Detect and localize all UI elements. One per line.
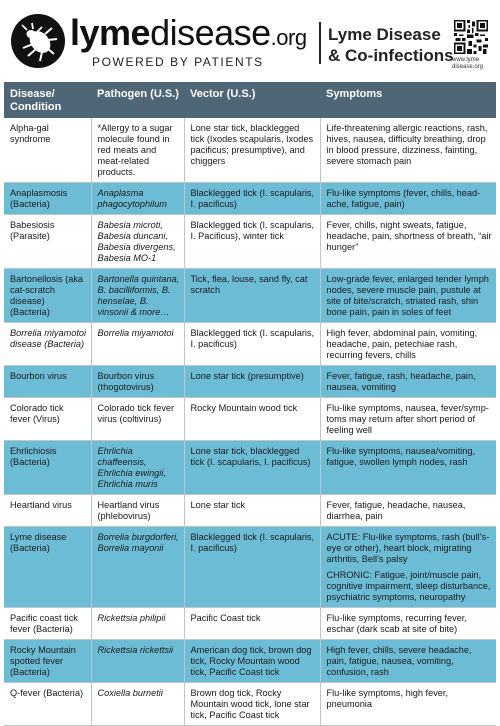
symptoms-cell: Fever, chills, night sweats, fatigue, he… [319,214,496,269]
table-body: Alpha-gal syndrome *Allergy to a sugar mo… [4,118,496,726]
disease-cell: Alpha-gal syndrome [4,118,91,183]
symptoms-cell: High fever, abdominal pain, vomiting, he… [319,322,496,366]
table-row: Borrelia miyamotoi disease (Bacteria) Bor… [4,322,496,366]
disease-cell: Lyme disease (Bacteria) [4,526,91,608]
disease-cell: Ehrlichiosis (Bacteria) [4,440,91,495]
symptoms-text: Fever, fatigue, headache, nausea, diarrh… [326,500,466,521]
vector-cell: Tick, flea, louse, sand fly, cat scratch [183,268,320,323]
symptoms-text: Flu-like symptoms, nausea/vomiting, fati… [326,446,476,467]
brand-tagline: POWERED BY PATIENTS [92,55,264,69]
vector-cell: Brown dog tick, Rocky Mountain wood tick… [183,682,320,726]
symptoms-text: Flu-like symptoms (fever, chills, head-a… [326,188,481,209]
symptoms-cell: ACUTE: Flu-like symptoms, rash (bull’s-e… [319,526,496,608]
table-row: Pacific coast tick fever (Bacteria) Ricke… [4,607,496,640]
table-row: Lyme disease (Bacteria) Borrelia burgdorf… [4,526,496,608]
symptoms-text: Flu-like symptoms, high fever, pneumonia [326,688,449,709]
pathogen-cell: Coxiella burnetii [90,682,184,726]
table-row: Rocky Mountain spotted fever (Bacteria) R… [4,639,496,683]
table-row: Heartland virus Heartland virus (phlebovi… [4,494,496,527]
document-title: Lyme Disease & Co-infections [328,25,454,65]
disease-cell: Pacific coast tick fever (Bacteria) [4,607,91,640]
vector-cell: Blacklegged tick (I. scapularis, I. paci… [183,322,320,366]
symptoms-text: Fever, fatigue, rash, headache, pain, na… [326,371,476,392]
pathogen-cell: Anaplasma phagocytophilum [90,182,184,215]
vector-cell: Lone star tick (presumptive) [183,365,320,398]
qr-caption: www.lyme disease.org [452,57,484,70]
symptoms-text: CHRONIC: Fatigue, joint/muscle pain, cog… [326,570,491,602]
symptoms-text: Life-threatening allergic reactions, ras… [326,123,488,166]
vector-cell: Blacklegged tick (I. scapularis, I. Paci… [183,214,320,269]
page-header: lymedisease.org POWERED BY PATIENTS Lyme… [0,0,500,82]
symptoms-cell: Life-threatening allergic reactions, ras… [319,118,496,183]
symptoms-cell: Flu-like symptoms, recurring fever, esch… [319,607,496,640]
table-row: Colorado tick fever (Virus) Colorado tick… [4,397,496,441]
column-header-pathogen: Pathogen (U.S.) [91,82,184,118]
disease-cell: Bartonellosis (aka cat-scratch disease) … [4,268,91,323]
symptoms-text: High fever, abdominal pain, vomiting, he… [326,328,478,360]
symptoms-cell: High fever, chills, severe headache, pai… [319,639,496,683]
symptoms-text: Flu-like symptoms, nausea, fever/symp-to… [326,403,489,435]
disease-cell: Colorado tick fever (Virus) [4,397,91,441]
symptoms-cell: Fever, fatigue, rash, headache, pain, na… [319,365,496,398]
disease-cell: Bourbon virus [4,365,91,398]
symptoms-cell: Flu-like symptoms (fever, chills, head-a… [319,182,496,215]
qr-code-icon [454,20,488,54]
column-header-disease: Disease/ Condition [4,82,91,118]
symptoms-cell: Flu-like symptoms, high fever, pneumonia [319,682,496,726]
header-divider [319,22,321,64]
pathogen-cell: Bourbon virus (thogotovirus) [90,365,184,398]
symptoms-text: Low-grade fever, enlarged tender lymph n… [326,274,489,317]
disease-cell: Babesiosis (Parasite) [4,214,91,269]
table-row: Bartonellosis (aka cat-scratch disease) … [4,268,496,323]
pathogen-cell: Rickettsia rickettsii [90,639,184,683]
vector-cell: Lone star tick, blacklegged tick (Ixodes… [183,118,320,183]
symptoms-cell: Fever, fatigue, headache, nausea, diarrh… [319,494,496,527]
table-row: Bourbon virus Bourbon virus (thogotovirus… [4,365,496,398]
disease-cell: Rocky Mountain spotted fever (Bacteria) [4,639,91,683]
table-row: Ehrlichiosis (Bacteria) Ehrlichia chaffee… [4,440,496,495]
table-row: Q-fever (Bacteria) Coxiella burnetii Brown… [4,682,496,726]
column-header-symptoms: Symptoms [320,82,496,118]
vector-cell: Blacklegged tick (I. scapularis, I. paci… [183,182,320,215]
vector-cell: Blacklegged tick (I. scapularis, I. paci… [183,526,320,608]
symptoms-cell: Flu-like symptoms, nausea/vomiting, fati… [319,440,496,495]
brand-wordmark: lymedisease.org [70,12,307,53]
table-row: Anaplasmosis (Bacteria) Anaplasma phagocy… [4,182,496,215]
vector-cell: Rocky Mountain wood tick [183,397,320,441]
disease-cell: Borrelia miyamotoi disease (Bacteria) [4,322,91,366]
symptoms-text: ACUTE: Flu-like symptoms, rash (bull’s-e… [326,532,490,564]
table-row: Babesiosis (Parasite) Babesia microti, Ba… [4,214,496,269]
tick-logo-icon [11,14,65,68]
disease-cell: Heartland virus [4,494,91,527]
vector-cell: Lone star tick [183,494,320,527]
pathogen-cell: Heartland virus (phlebovirus) [90,494,184,527]
pathogen-cell: Babesia microti, Babesia duncani, Babesi… [90,214,184,269]
pathogen-cell: Colorado tick fever virus (coltivirus) [90,397,184,441]
vector-cell: Pacific Coast tick [183,607,320,640]
column-header-vector: Vector (U.S.) [184,82,320,118]
disease-cell: Anaplasmosis (Bacteria) [4,182,91,215]
symptoms-text: High fever, chills, severe headache, pai… [326,645,472,677]
pathogen-cell: Borrelia burgdorferi, Borrelia mayonii [90,526,184,608]
pathogen-cell: *Allergy to a sugar molecule found in re… [90,118,184,183]
table-header-row: Disease/ Condition Pathogen (U.S.) Vecto… [4,82,496,118]
symptoms-text: Flu-like symptoms, recurring fever, esch… [326,613,467,634]
pathogen-cell: Ehrlichia chaffeensis, Ehrlichia ewingii… [90,440,184,495]
vector-cell: American dog tick, brown dog tick, Rocky… [183,639,320,683]
symptoms-text: Fever, chills, night sweats, fatigue, he… [326,220,492,252]
pathogen-cell: Bartonella quintana, B. bacilliformis, B… [90,268,184,323]
vector-cell: Lone star tick, blacklegged tick (I. sca… [183,440,320,495]
pathogen-cell: Rickettsia philipii [90,607,184,640]
symptoms-cell: Low-grade fever, enlarged tender lymph n… [319,268,496,323]
symptoms-cell: Flu-like symptoms, nausea, fever/symp-to… [319,397,496,441]
table-row: Alpha-gal syndrome *Allergy to a sugar mo… [4,118,496,183]
pathogen-cell: Borrelia miyamotoi [90,322,184,366]
disease-cell: Q-fever (Bacteria) [4,682,91,726]
coinfections-table: Disease/ Condition Pathogen (U.S.) Vecto… [4,82,496,726]
